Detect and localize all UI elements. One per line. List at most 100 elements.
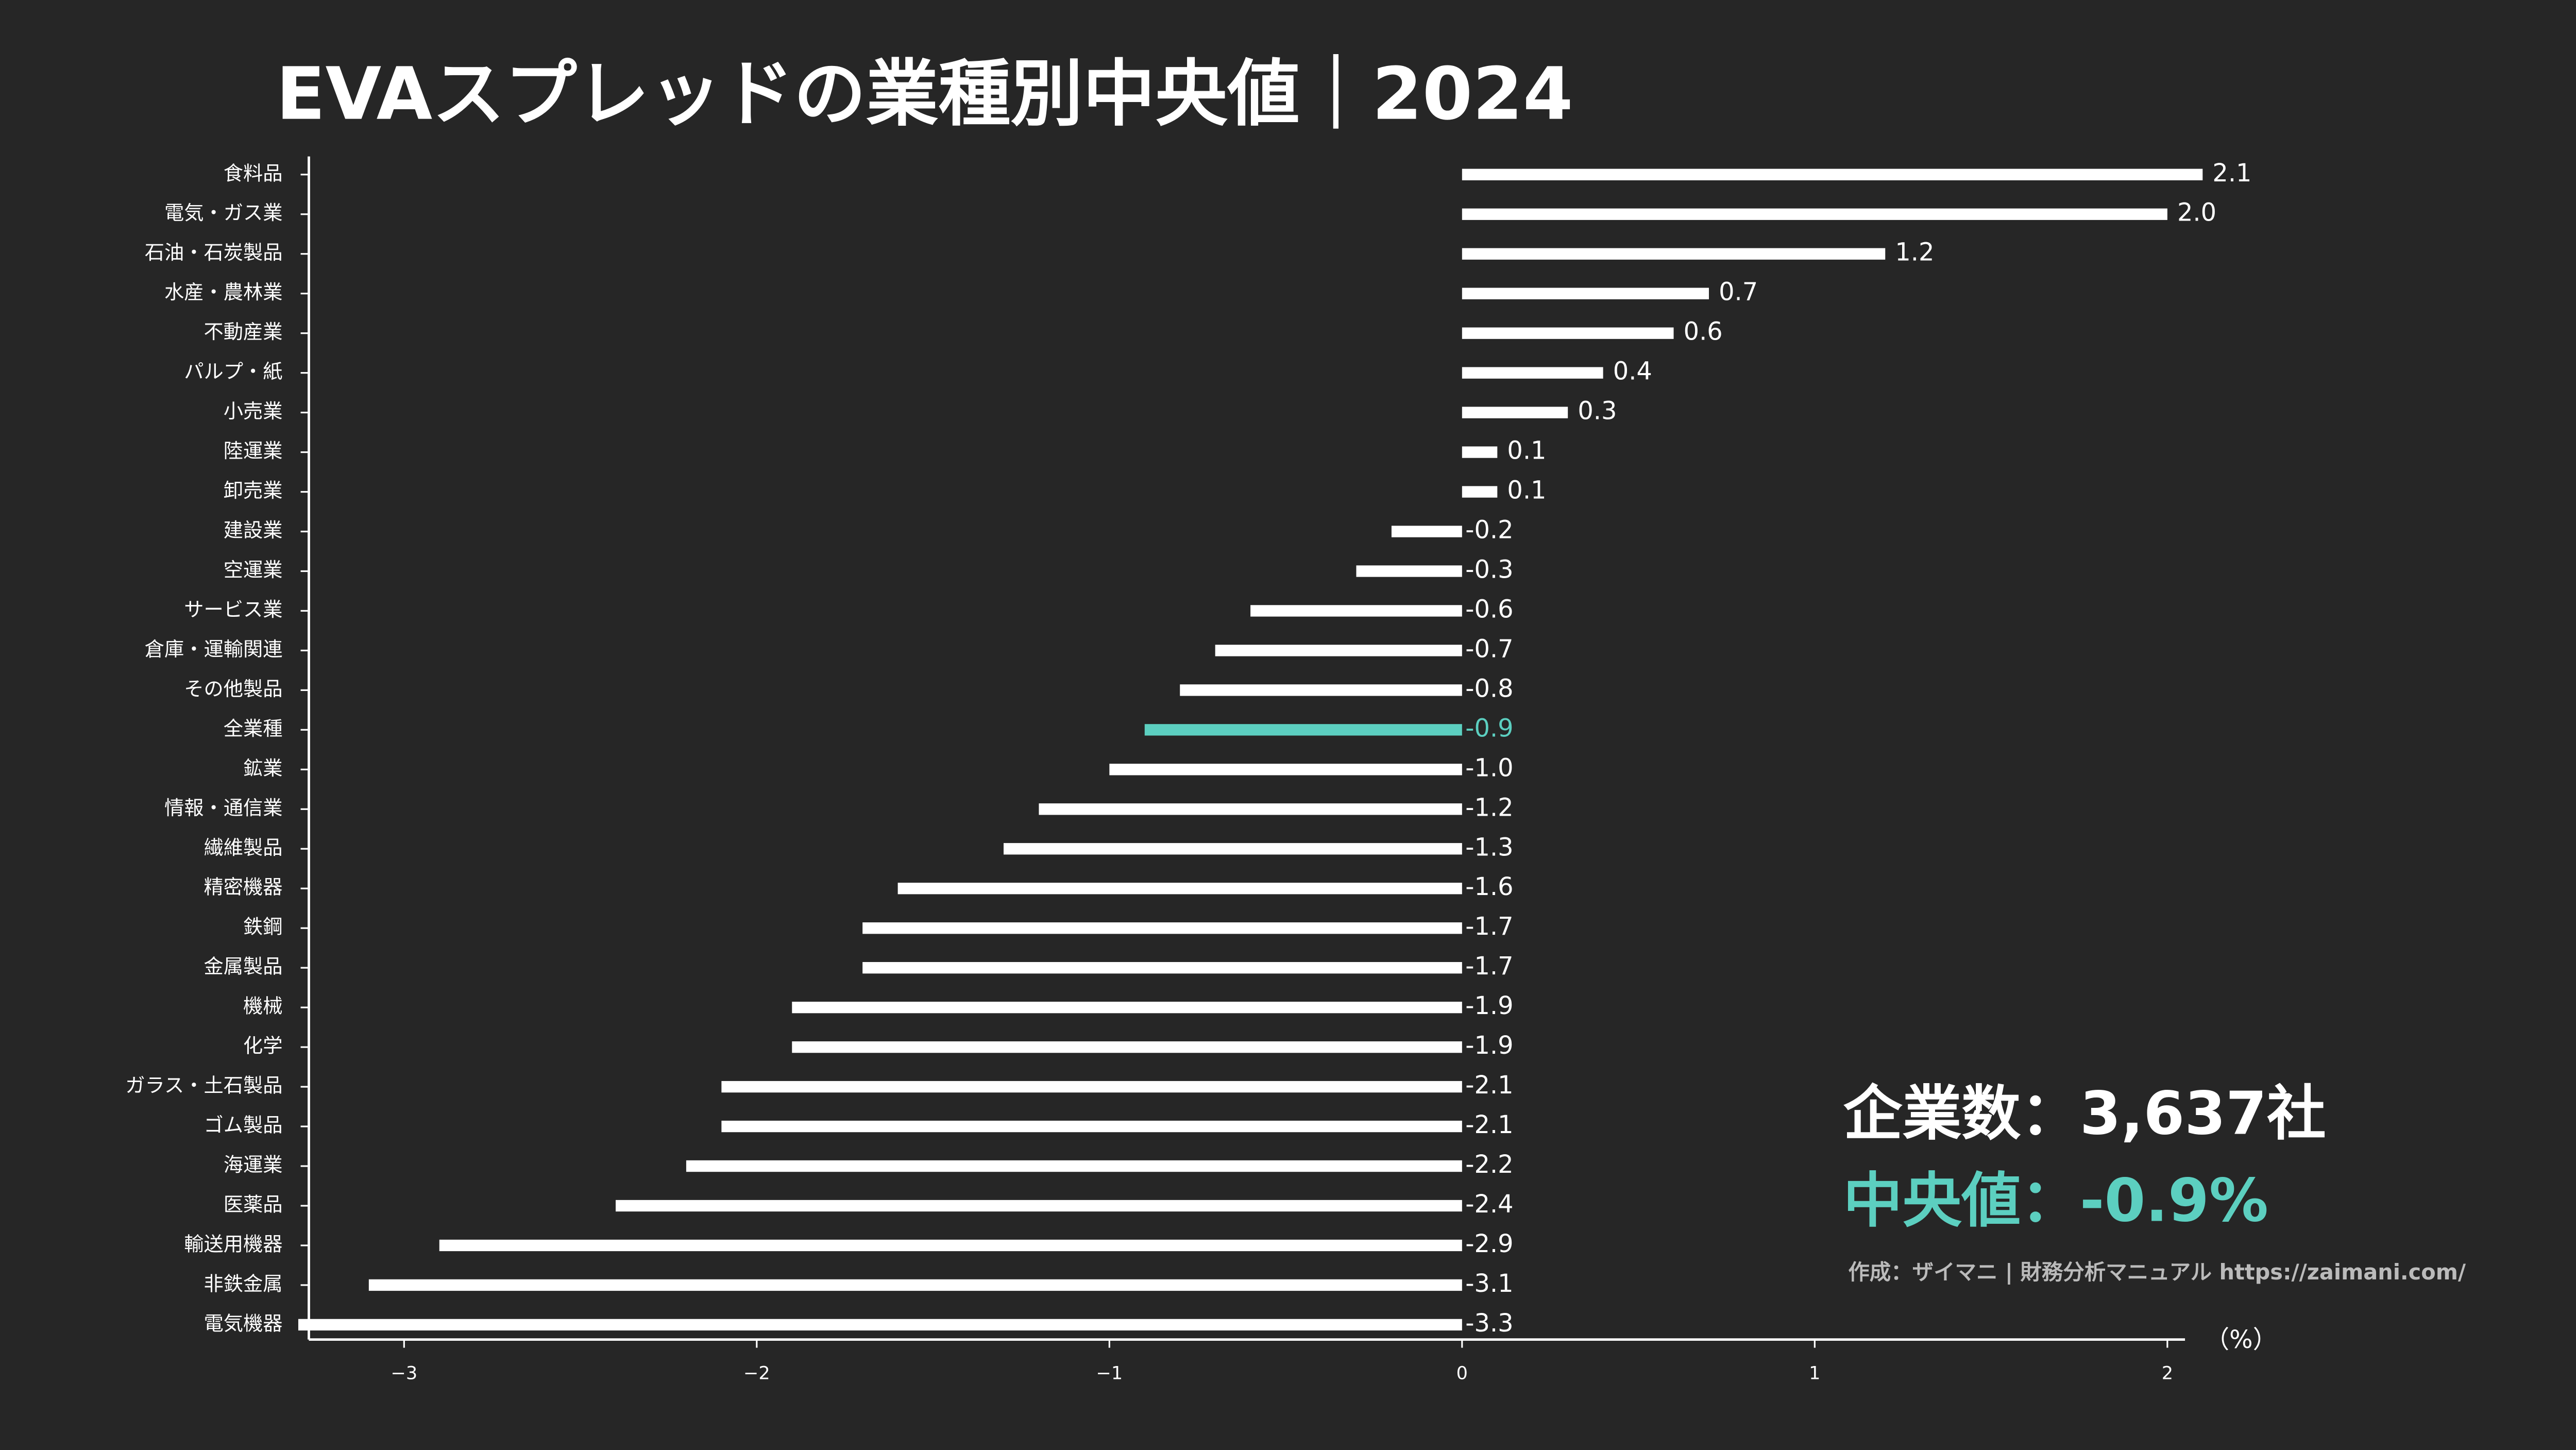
bar	[298, 1319, 1462, 1331]
value-label: 0.4	[1613, 358, 1652, 386]
value-label: -2.4	[1465, 1190, 1513, 1219]
value-label: -1.9	[1465, 992, 1513, 1020]
y-tick-label: 化学	[243, 1035, 283, 1058]
y-tick-label: 輸送用機器	[184, 1233, 282, 1256]
bar	[1215, 645, 1462, 656]
bar	[1250, 605, 1462, 617]
value-label: -0.6	[1465, 595, 1513, 623]
bar	[792, 1041, 1462, 1053]
bar	[439, 1239, 1462, 1252]
value-label: 2.0	[2177, 199, 2216, 227]
y-tick-label: サービス業	[184, 598, 282, 621]
y-tick-label: 医薬品	[224, 1193, 283, 1216]
value-label: -1.3	[1465, 833, 1513, 862]
y-tick-label: 建設業	[224, 519, 283, 542]
y-tick-label: 石油・石炭製品	[145, 241, 283, 264]
bar	[1462, 248, 1886, 260]
x-tick-label: 0	[1456, 1363, 1468, 1384]
annotation: 中央値：-0.9%	[1843, 1166, 2268, 1235]
bar	[1462, 168, 2203, 180]
y-tick-label: 水産・農林業	[164, 281, 282, 304]
bar	[1356, 565, 1462, 577]
bar	[1391, 526, 1462, 537]
value-label: -1.2	[1465, 794, 1513, 822]
value-label: -2.2	[1465, 1151, 1513, 1179]
y-tick-label: 鉱業	[243, 757, 283, 780]
bar	[1003, 843, 1462, 855]
value-label: 2.1	[2212, 159, 2251, 188]
bar	[1039, 803, 1462, 815]
y-tick-label: ガラス・土石製品	[125, 1074, 282, 1098]
bar	[792, 1001, 1462, 1014]
value-label: 0.1	[1507, 477, 1546, 505]
y-tick-label: 海運業	[224, 1154, 283, 1177]
bar	[721, 1120, 1462, 1133]
value-label: -1.7	[1465, 913, 1513, 941]
value-label: -0.7	[1465, 635, 1513, 663]
x-tick-label: 1	[1809, 1363, 1820, 1384]
bar	[1462, 446, 1498, 458]
y-tick-label: その他製品	[184, 678, 282, 701]
bar	[897, 883, 1462, 895]
value-label: -3.1	[1465, 1270, 1513, 1298]
y-tick-label: 電気・ガス業	[164, 201, 282, 225]
value-label: -1.6	[1465, 873, 1513, 901]
value-label: -0.3	[1465, 555, 1513, 584]
value-label: -1.7	[1465, 952, 1513, 981]
bar	[1462, 208, 2167, 220]
y-tick-label: 鉄鋼	[243, 916, 283, 939]
bar	[1180, 684, 1462, 696]
value-label: -1.9	[1465, 1032, 1513, 1060]
x-axis-label: （%）	[2205, 1326, 2277, 1354]
value-label: -3.3	[1465, 1309, 1513, 1338]
value-label: 0.6	[1684, 318, 1723, 346]
y-tick-label: 非鉄金属	[204, 1272, 282, 1295]
y-tick-label: 情報・通信業	[164, 797, 282, 820]
bar	[862, 922, 1462, 934]
annotation: 企業数：3,637社	[1843, 1079, 2326, 1148]
bar	[368, 1279, 1462, 1291]
x-tick-label: −3	[391, 1363, 417, 1384]
bar	[1462, 486, 1498, 498]
x-tick-label: 2	[2162, 1363, 2173, 1384]
y-tick-label: 機械	[243, 995, 283, 1018]
bar	[1462, 367, 1603, 379]
value-label: -0.2	[1465, 516, 1513, 544]
bar	[862, 962, 1462, 974]
value-label: 1.2	[1895, 239, 1934, 267]
bar	[1462, 288, 1709, 299]
y-tick-label: 電気機器	[204, 1312, 282, 1335]
value-label: 0.7	[1719, 278, 1758, 307]
value-label: 0.3	[1578, 397, 1617, 426]
chart-title: EVAスプレッドの業種別中央値｜2024	[276, 53, 1573, 137]
bar	[1144, 724, 1462, 736]
value-label: -0.9	[1465, 714, 1513, 743]
y-tick-label: 陸運業	[224, 440, 283, 463]
y-tick-label: 精密機器	[204, 876, 282, 899]
bar	[1109, 764, 1462, 775]
bar	[616, 1200, 1462, 1212]
y-tick-label: 卸売業	[224, 479, 283, 502]
y-tick-label: 全業種	[224, 717, 283, 740]
value-label: -1.0	[1465, 754, 1513, 782]
bar	[1462, 327, 1674, 339]
y-tick-label: 倉庫・運輸関連	[145, 638, 283, 661]
bar	[686, 1160, 1462, 1172]
y-tick-label: 繊維製品	[204, 836, 282, 859]
annotation: 作成：ザイマニ | 財務分析マニュアル https://zaimani.com/	[1848, 1260, 2466, 1285]
y-tick-label: 空運業	[224, 559, 283, 582]
bar	[1462, 407, 1568, 418]
value-label: -0.8	[1465, 675, 1513, 703]
value-label: 0.1	[1507, 437, 1546, 465]
x-tick-label: −2	[743, 1363, 770, 1384]
x-tick-label: −1	[1096, 1363, 1123, 1384]
y-tick-label: 食料品	[224, 162, 283, 185]
y-tick-label: 小売業	[224, 400, 283, 423]
y-tick-label: ゴム製品	[204, 1114, 282, 1137]
value-label: -2.1	[1465, 1111, 1513, 1139]
value-label: -2.9	[1465, 1230, 1513, 1258]
value-label: -2.1	[1465, 1071, 1513, 1100]
y-tick-label: パルプ・紙	[184, 360, 282, 383]
